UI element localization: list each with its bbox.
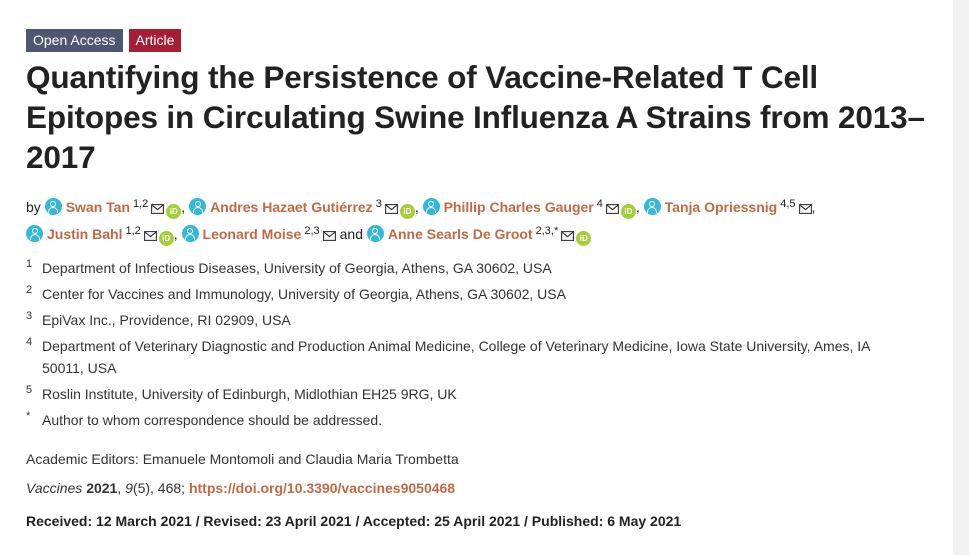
affiliation-item: 1 Department of Infectious Diseases, Univ… xyxy=(26,257,946,279)
author-separator: , xyxy=(173,226,178,242)
orcid-icon[interactable]: iD xyxy=(158,231,174,246)
orcid-icon[interactable]: iD xyxy=(399,204,415,219)
author-list: by Swan Tan 1,2iD, Andres Hazaet Gutiérre… xyxy=(26,193,946,247)
affiliation-superscript: 4 xyxy=(596,198,603,210)
affiliation-item: * Author to whom correspondence should be… xyxy=(26,409,946,431)
affiliation-list: 1 Department of Infectious Diseases, Univ… xyxy=(26,257,946,431)
affiliation-text: Roslin Institute, University of Edinburg… xyxy=(42,386,457,402)
user-icon[interactable] xyxy=(26,225,43,242)
author-separator: , xyxy=(635,199,640,215)
orcid-icon[interactable]: iD xyxy=(166,204,182,219)
author-entry: Phillip Charles Gauger 4 iD, xyxy=(422,198,640,219)
author-name-link[interactable]: Anne Searls De Groot xyxy=(387,226,533,242)
author-separator: , xyxy=(811,199,816,215)
user-icon[interactable] xyxy=(366,225,384,242)
authors-prefix: by xyxy=(26,199,41,215)
affiliation-text: EpiVax Inc., Providence, RI 02909, USA xyxy=(42,312,291,328)
journal-name: Vaccines xyxy=(26,480,83,496)
author-entry: Swan Tan 1,2 iD, xyxy=(44,198,186,219)
citation-year: 2021 xyxy=(86,480,118,496)
user-icon[interactable] xyxy=(189,198,207,215)
user-icon[interactable] xyxy=(422,198,440,215)
author-name-link[interactable]: Justin Bahl xyxy=(47,226,123,242)
affiliation-number: 5 xyxy=(26,384,33,396)
affiliation-item: 3 EpiVax Inc., Providence, RI 02909, USA xyxy=(26,309,946,331)
affiliation-superscript: 1,2 xyxy=(133,198,149,210)
email-icon[interactable] xyxy=(322,225,336,247)
article-header: Open Access Article Quantifying the Pers… xyxy=(26,29,946,529)
affiliation-superscript: 4,5 xyxy=(780,198,796,210)
citation-line: Vaccines 2021, 9(5), 468; https://doi.or… xyxy=(26,480,456,496)
publication-dates: Received: 12 March 2021 / Revised: 23 Ap… xyxy=(26,513,682,529)
author-separator: and xyxy=(339,226,363,242)
article-type-badge[interactable]: Article xyxy=(128,29,182,52)
affiliation-number: 3 xyxy=(26,310,33,322)
affiliation-superscript: 2,3,* xyxy=(535,225,559,237)
affiliation-superscript: 3 xyxy=(375,198,382,210)
affiliation-item: 5 Roslin Institute, University of Edinbur… xyxy=(26,383,946,405)
author-name-link[interactable]: Phillip Charles Gauger xyxy=(443,199,594,215)
author-separator: , xyxy=(181,199,186,215)
author-entry: Leonard Moise 2,3 and xyxy=(181,225,363,242)
email-icon[interactable] xyxy=(605,198,619,220)
email-icon[interactable] xyxy=(798,198,812,220)
affiliation-text: Author to whom correspondence should be … xyxy=(42,412,383,428)
affiliation-superscript: 2,3 xyxy=(304,225,320,237)
author-name-link[interactable]: Andres Hazaet Gutiérrez xyxy=(210,199,373,215)
email-icon[interactable] xyxy=(143,225,157,247)
author-name-link[interactable]: Swan Tan xyxy=(65,199,130,215)
affiliation-item: 2 Center for Vaccines and Immunology, Uni… xyxy=(26,283,946,305)
badge-row: Open Access Article xyxy=(26,29,946,52)
author-name-link[interactable]: Tanja Opriessnig xyxy=(664,199,778,215)
affiliation-number: 4 xyxy=(26,336,33,348)
citation-volume: 9 xyxy=(125,480,133,496)
author-entry: Justin Bahl 1,2 iD, xyxy=(26,225,178,246)
email-icon[interactable] xyxy=(561,225,575,247)
email-icon[interactable] xyxy=(151,198,165,220)
email-icon[interactable] xyxy=(384,198,398,220)
author-entry: Anne Searls De Groot 2,3,* iD xyxy=(366,225,592,246)
citation-issue: (5), 468; xyxy=(132,480,189,496)
orcid-icon[interactable]: iD xyxy=(620,204,636,219)
author-entry: Tanja Opriessnig 4,5, xyxy=(643,198,816,215)
orcid-icon[interactable]: iD xyxy=(576,231,592,246)
affiliation-text: Center for Vaccines and Immunology, Univ… xyxy=(42,286,566,302)
open-access-badge[interactable]: Open Access xyxy=(26,29,123,52)
user-icon[interactable] xyxy=(643,198,661,215)
affiliation-text: Department of Infectious Diseases, Unive… xyxy=(42,260,552,276)
affiliation-superscript: 1,2 xyxy=(125,225,141,237)
author-separator: , xyxy=(414,199,419,215)
author-name-link[interactable]: Leonard Moise xyxy=(202,226,302,242)
affiliation-number: * xyxy=(26,410,31,422)
user-icon[interactable] xyxy=(181,225,199,242)
affiliation-number: 1 xyxy=(26,258,33,270)
user-icon[interactable] xyxy=(44,198,62,215)
affiliation-item: 4 Department of Veterinary Diagnostic and… xyxy=(26,335,946,379)
author-entry: Andres Hazaet Gutiérrez 3 iD, xyxy=(189,198,419,219)
affiliation-number: 2 xyxy=(26,284,33,296)
article-title: Quantifying the Persistence of Vaccine-R… xyxy=(26,59,925,175)
academic-editors: Academic Editors: Emanuele Montomoli and… xyxy=(26,451,459,467)
doi-link[interactable]: https://doi.org/10.3390/vaccines9050468 xyxy=(188,480,456,496)
affiliation-text: Department of Veterinary Diagnostic and … xyxy=(42,338,870,376)
scrollbar-track[interactable] xyxy=(953,0,969,555)
